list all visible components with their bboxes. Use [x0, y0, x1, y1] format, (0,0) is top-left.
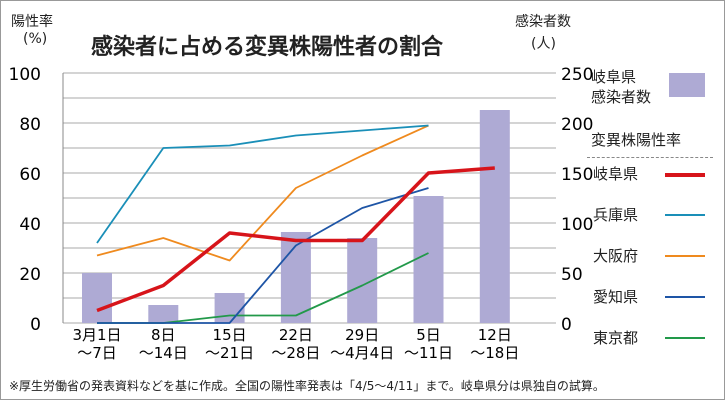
footnote: ※厚生労働省の発表資料などを基に作成。全国の陽性率発表は「4/5～4/11」まで… — [9, 379, 605, 393]
bar — [148, 305, 179, 323]
bar — [214, 293, 245, 323]
y-right-tick: 0 — [561, 315, 572, 335]
x-tick-label: 22日 — [279, 326, 313, 344]
x-tick-label: 5日 — [416, 326, 441, 344]
y-right-tick: 100 — [561, 215, 593, 235]
legend-label: 東京都 — [593, 329, 639, 347]
x-tick-label: 15日 — [213, 326, 247, 344]
bar — [479, 110, 510, 323]
y-right-tick: 150 — [561, 165, 593, 185]
legend-swatch — [665, 337, 705, 339]
bar — [280, 232, 311, 323]
x-tick-label: ～4月4日 — [330, 344, 394, 362]
x-tick-label: ～11日 — [404, 344, 453, 362]
y-right-tick: 250 — [561, 65, 593, 85]
x-tick-label: ～14日 — [139, 344, 188, 362]
y-left-tick: 100 — [9, 65, 41, 85]
series-line-岐阜県 — [96, 166, 495, 313]
legend-label: 兵庫県 — [593, 206, 639, 224]
legend-swatch — [665, 296, 705, 298]
y-right-tick: 50 — [561, 265, 583, 285]
y-left-tick: 0 — [30, 315, 41, 335]
legend-bar-swatch — [669, 73, 705, 97]
x-tick-label: ～7日 — [77, 344, 117, 362]
bar — [82, 273, 112, 323]
series-line-兵庫県 — [96, 124, 429, 244]
bar — [413, 196, 444, 323]
y-left-tick: 60 — [19, 165, 41, 185]
legend-bars-line1: 岐阜県 — [591, 68, 637, 86]
x-tick-label: 8日 — [151, 326, 176, 344]
x-tick-label: 3月1日 — [72, 326, 121, 344]
legend-divider — [587, 157, 713, 158]
legend-label: 愛知県 — [593, 288, 639, 306]
y-right-label: 感染者数 — [515, 14, 571, 30]
x-tick-label: ～21日 — [205, 344, 254, 362]
y-left-tick: 80 — [19, 115, 41, 135]
legend-swatch — [665, 173, 705, 177]
x-tick-label: ～18日 — [470, 344, 519, 362]
y-left-label: 陽性率 — [11, 14, 53, 30]
series-line-愛知県 — [97, 187, 429, 324]
legend-swatch — [665, 255, 705, 257]
y-right-unit: (人) — [531, 36, 556, 52]
y-right-tick: 200 — [561, 115, 593, 135]
x-tick-label: 29日 — [345, 326, 379, 344]
y-left-unit: (%) — [23, 31, 48, 47]
legend-bars: 岐阜県 感染者数 — [591, 67, 651, 107]
chart-title: 感染者に占める変異株陽性者の割合 — [91, 35, 444, 60]
x-tick-label: 12日 — [478, 326, 512, 344]
y-left-tick: 40 — [19, 215, 41, 235]
legend-bars-line2: 感染者数 — [591, 88, 652, 106]
legend-label: 岐阜県 — [593, 165, 639, 183]
x-tick-label: ～28日 — [271, 344, 320, 362]
y-left-tick: 20 — [19, 265, 41, 285]
legend-heading: 変異株陽性率 — [591, 131, 682, 149]
series-line-東京都 — [97, 252, 429, 324]
legend-label: 大阪府 — [593, 247, 639, 265]
series-line-大阪府 — [96, 124, 429, 262]
legend-swatch — [665, 214, 705, 216]
